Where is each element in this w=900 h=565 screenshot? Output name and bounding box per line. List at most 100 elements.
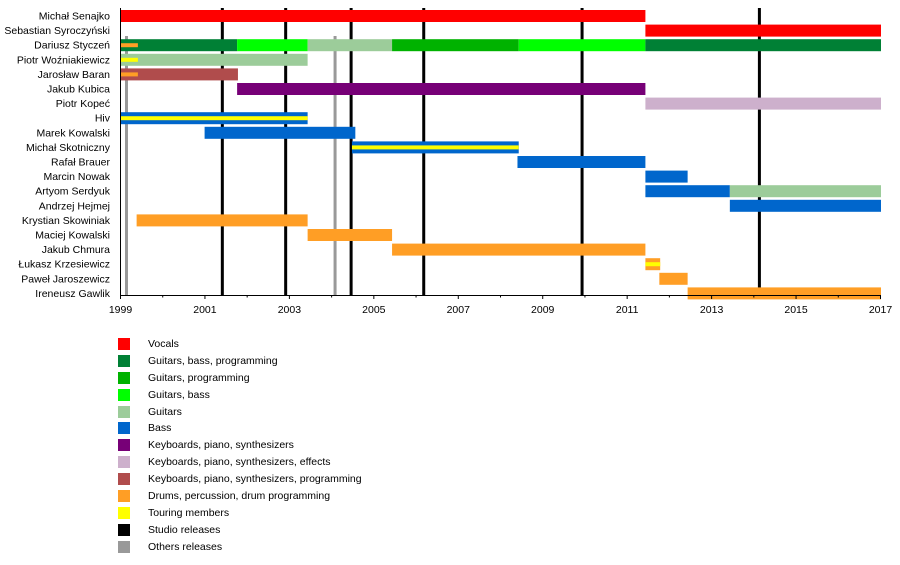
member-bar: [237, 83, 646, 95]
member-bar: [121, 53, 308, 66]
member-bar: [136, 214, 308, 227]
member-name: Łukasz Krzesiewicz: [18, 259, 110, 271]
member-name: Piotr Woźniakiewicz: [17, 54, 110, 66]
member-name: Jarosław Baran: [38, 69, 111, 81]
legend-item: Studio releases: [118, 523, 362, 541]
x-tick-label: 2015: [784, 304, 808, 316]
member-bar: [645, 185, 730, 198]
member-names: Michał Senajko Sebastian Syroczyński Dariu…: [4, 11, 110, 300]
member-bar: [645, 97, 881, 110]
member-name: Piotr Kopeć: [56, 98, 110, 110]
touring-stripe: [121, 116, 308, 121]
member-bar: [121, 68, 238, 81]
legend-label: Keyboards, piano, synthesizers: [148, 439, 294, 452]
legend-item: Guitars, bass: [118, 388, 362, 406]
legend-label: Keyboards, piano, synthesizers, effects: [148, 456, 331, 469]
legend-swatch: [118, 456, 130, 469]
studio-release-line: [284, 8, 288, 295]
legend-label: Bass: [148, 422, 172, 435]
member-name: Ireneusz Gawlik: [35, 288, 110, 300]
member-bar: [121, 10, 646, 22]
legend-swatch: [118, 371, 130, 384]
x-tick-label: 2011: [616, 304, 639, 316]
legend-label: Keyboards, piano, synthesizers, programm…: [148, 473, 362, 486]
x-tick-label: 2001: [193, 304, 217, 316]
legend-item: Touring members: [118, 506, 362, 524]
legend-item: Others releases: [118, 540, 362, 558]
legend-swatch: [118, 354, 130, 367]
member-name: Maciej Kowalski: [35, 230, 110, 242]
legend-swatch: [118, 540, 130, 553]
member-name: Paweł Jaroszewicz: [21, 273, 110, 285]
legend-swatch: [118, 439, 130, 452]
overlay-mark: [121, 72, 138, 77]
legend-label: Drums, percussion, drum programming: [148, 490, 331, 503]
legend-swatch: [118, 405, 130, 418]
member-bar: [729, 199, 881, 212]
touring-stripe: [645, 262, 661, 267]
legend-label: Studio releases: [148, 523, 221, 536]
x-tick-label: 2003: [278, 304, 302, 316]
x-tick-label: 2005: [362, 304, 386, 316]
legend-label: Vocals: [148, 338, 179, 350]
band-timeline-chart: Michał Senajko Sebastian Syroczyński Dariu…: [4, 8, 892, 316]
legend: Vocals Guitars, bass, programming Guitars,…: [118, 338, 362, 558]
member-bar: [729, 185, 881, 198]
legend-item: Keyboards, piano, synthesizers: [118, 439, 362, 456]
x-tick-label: 1999: [109, 304, 133, 316]
member-name: Krystian Skowiniak: [22, 215, 111, 227]
member-name: Marek Kowalski: [36, 127, 110, 139]
studio-release-line: [220, 8, 224, 295]
legend-label: Guitars, bass, programming: [148, 354, 278, 367]
overlay-mark: [121, 43, 138, 48]
legend-label: Guitars, bass: [148, 388, 210, 401]
x-tick-label: 2009: [531, 304, 555, 316]
legend-swatch: [118, 506, 130, 519]
legend-swatch: [118, 490, 130, 503]
member-bar: [392, 243, 646, 256]
other-release-line: [333, 36, 337, 295]
legend-label: Touring members: [148, 506, 230, 519]
overlay-mark: [121, 57, 138, 62]
touring-stripe: [351, 145, 519, 150]
x-tick-label: 2013: [700, 304, 724, 316]
member-name: Michał Skotniczny: [26, 142, 111, 154]
legend-swatch: [118, 338, 130, 350]
member-bar: [517, 156, 646, 168]
member-name: Marcin Nowak: [43, 171, 110, 183]
member-name: Jakub Chmura: [42, 244, 110, 256]
member-name: Andrzej Hejmej: [39, 200, 110, 212]
member-bars: [121, 10, 881, 300]
member-name: Jakub Kubica: [47, 84, 110, 96]
legend-label: Guitars: [148, 405, 182, 418]
legend-item: Drums, percussion, drum programming: [118, 490, 362, 507]
legend-item: Bass: [118, 422, 362, 439]
member-name: Rafał Brauer: [51, 157, 110, 169]
legend-swatch: [118, 523, 130, 536]
legend-label: Guitars, programming: [148, 371, 250, 384]
legend-item: Guitars: [118, 405, 362, 423]
member-bar: [645, 170, 688, 183]
member-bar: [659, 272, 688, 285]
x-tick-label: 2007: [447, 304, 471, 316]
member-bar: [307, 229, 393, 241]
member-bar: [204, 126, 356, 139]
legend-item: Keyboards, piano, synthesizers, effects: [118, 456, 362, 473]
x-axis: 1999 2001 2003 2005 2007 2009 2011 2013 2015 2017: [109, 8, 892, 316]
member-name: Sebastian Syroczyński: [4, 25, 110, 37]
legend-label: Others releases: [148, 540, 223, 553]
member-name: Michał Senajko: [39, 11, 110, 23]
studio-release-line: [349, 8, 353, 295]
other-release-line: [124, 36, 128, 295]
member-bar: [392, 39, 519, 52]
member-bar: [518, 39, 646, 52]
member-name: Dariusz Styczeń: [34, 40, 110, 52]
studio-release-line: [757, 8, 761, 295]
member-bar: [645, 39, 881, 52]
legend-swatch: [118, 422, 130, 435]
legend-swatch: [118, 388, 130, 401]
member-bar: [687, 287, 881, 300]
member-bar: [645, 24, 881, 37]
legend-item: Guitars, programming: [118, 371, 362, 389]
studio-release-line: [580, 8, 584, 295]
